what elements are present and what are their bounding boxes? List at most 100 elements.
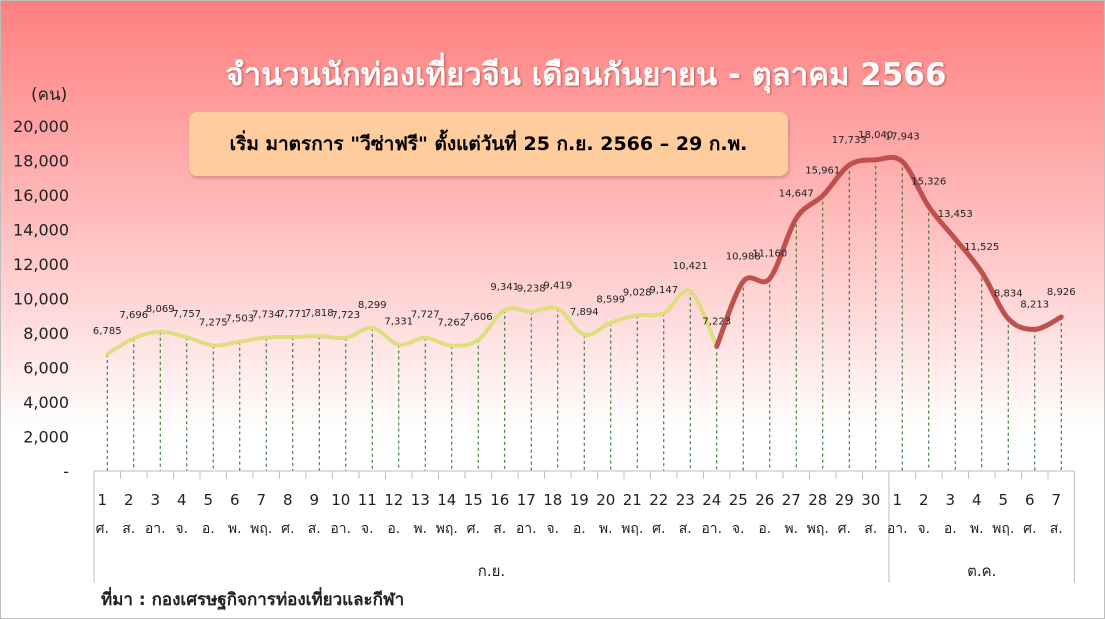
data-label: 9,238 [517,284,546,295]
x-day-label: 6 [1025,491,1035,509]
x-day-label: 17 [517,491,536,509]
x-weekday-label: จ. [175,521,188,537]
x-day-label: 8 [283,491,293,509]
x-day-label: 1 [97,491,107,509]
chart-title: จำนวนนักท่องเที่ยวจีน เดือนกันยายน - ตุล… [225,57,947,93]
x-weekday-label: ศ. [838,521,851,537]
x-weekday-label: ศ. [281,521,294,537]
data-label: 15,961 [805,166,840,177]
x-weekday-label: ส. [864,521,877,537]
x-day-label: 19 [570,491,589,509]
x-weekday-label: อ. [944,521,957,537]
data-label: 7,734 [252,310,281,321]
x-weekday-label: พฤ. [436,521,458,537]
x-day-label: 21 [623,491,642,509]
visa-free-note: เริ่ม มาตรการ "วีซ่าฟรี" ตั้งแต่วันที่ 2… [189,112,788,176]
data-label: 15,326 [911,177,946,188]
x-weekday-label: พ. [784,521,798,537]
series-line [105,288,719,356]
y-tick-label: 16,000 [13,186,69,205]
x-weekday-label: ส. [679,521,692,537]
visa-free-note-text: เริ่ม มาตรการ "วีซ่าฟรี" ตั้งแต่วันที่ 2… [229,133,748,155]
x-weekday-label: ส. [308,521,321,537]
x-day-label: 4 [972,491,982,509]
x-day-label: 29 [835,491,854,509]
x-weekday-label: อ. [202,521,215,537]
y-axis-unit: (คน) [31,85,68,105]
x-weekday-label: ศ. [96,521,109,537]
y-tick-label: - [63,462,69,481]
y-tick-label: 4,000 [23,393,69,412]
data-label: 7,894 [570,307,599,318]
x-day-label: 26 [755,491,774,509]
x-day-label: 2 [919,491,929,509]
source-note: ที่มา : กองเศรษฐกิจการท่องเที่ยวและกีฬา [101,590,405,610]
y-tick-label: 6,000 [23,359,69,378]
x-weekday-label: พฤ. [807,521,829,537]
x-weekday-label: พฤ. [250,521,272,537]
x-day-label: 13 [411,491,430,509]
data-label: 6,785 [93,326,122,337]
data-label: 11,160 [752,248,787,259]
y-tick-label: 10,000 [13,290,69,309]
data-label: 7,757 [172,309,201,320]
y-tick-label: 14,000 [13,221,69,240]
x-day-label: 27 [782,491,801,509]
x-day-label: 7 [1051,491,1061,509]
x-weekday-label: พ. [228,521,242,537]
data-label: 7,696 [119,310,148,321]
data-label: 10,421 [673,261,708,272]
x-weekday-label: จ. [361,521,374,537]
data-label: 17,733 [832,135,867,146]
x-weekday-label: จ. [546,521,559,537]
x-day-label: 6 [230,491,240,509]
data-label: 7,262 [437,318,466,329]
data-label: 11,525 [964,242,999,253]
data-label: 8,926 [1047,287,1076,298]
x-day-label: 5 [998,491,1008,509]
x-weekday-label: อา. [701,521,722,537]
x-day-label: 16 [490,491,509,509]
x-day-label: 1 [892,491,902,509]
x-day-label: 15 [464,491,483,509]
x-day-label: 23 [676,491,695,509]
x-weekday-label: พฤ. [621,521,643,537]
data-label: 9,341 [490,282,519,293]
x-weekday-label: จ. [732,521,745,537]
data-label: 17,943 [885,131,920,142]
x-day-label: 25 [729,491,748,509]
x-day-label: 12 [384,491,403,509]
x-day-label: 5 [203,491,213,509]
x-day-label: 14 [437,491,456,509]
x-day-label: 7 [256,491,266,509]
x-day-label: 3 [150,491,160,509]
x-weekday-label: ศ. [652,521,665,537]
data-label: 13,453 [938,209,973,220]
data-label: 7,727 [411,310,440,321]
data-label: 8,834 [994,289,1023,300]
y-tick-label: 2,000 [23,428,69,447]
x-day-label: 28 [808,491,827,509]
series-line [714,154,1064,349]
x-weekday-label: พ. [970,521,984,537]
x-weekday-label: พ. [599,521,613,537]
data-label: 7,818 [305,308,334,319]
x-day-label: 11 [358,491,377,509]
x-weekday-label: อา. [330,521,351,537]
x-weekday-label: ส. [122,521,135,537]
x-weekday-label: จ. [917,521,930,537]
data-label: 8,069 [146,304,175,315]
x-weekday-label: พ. [413,521,427,537]
x-weekday-label: ศ. [467,521,480,537]
data-label: 7,503 [225,314,254,325]
y-tick-label: 20,000 [13,117,69,136]
x-weekday-label: อ. [758,521,771,537]
x-day-label: 10 [331,491,350,509]
x-weekday-label: ส. [1050,521,1063,537]
data-label: 8,599 [596,295,625,306]
x-day-label: 18 [543,491,562,509]
data-label: 18,040 [858,130,893,141]
y-tick-label: 12,000 [13,255,69,274]
x-day-label: 3 [945,491,955,509]
